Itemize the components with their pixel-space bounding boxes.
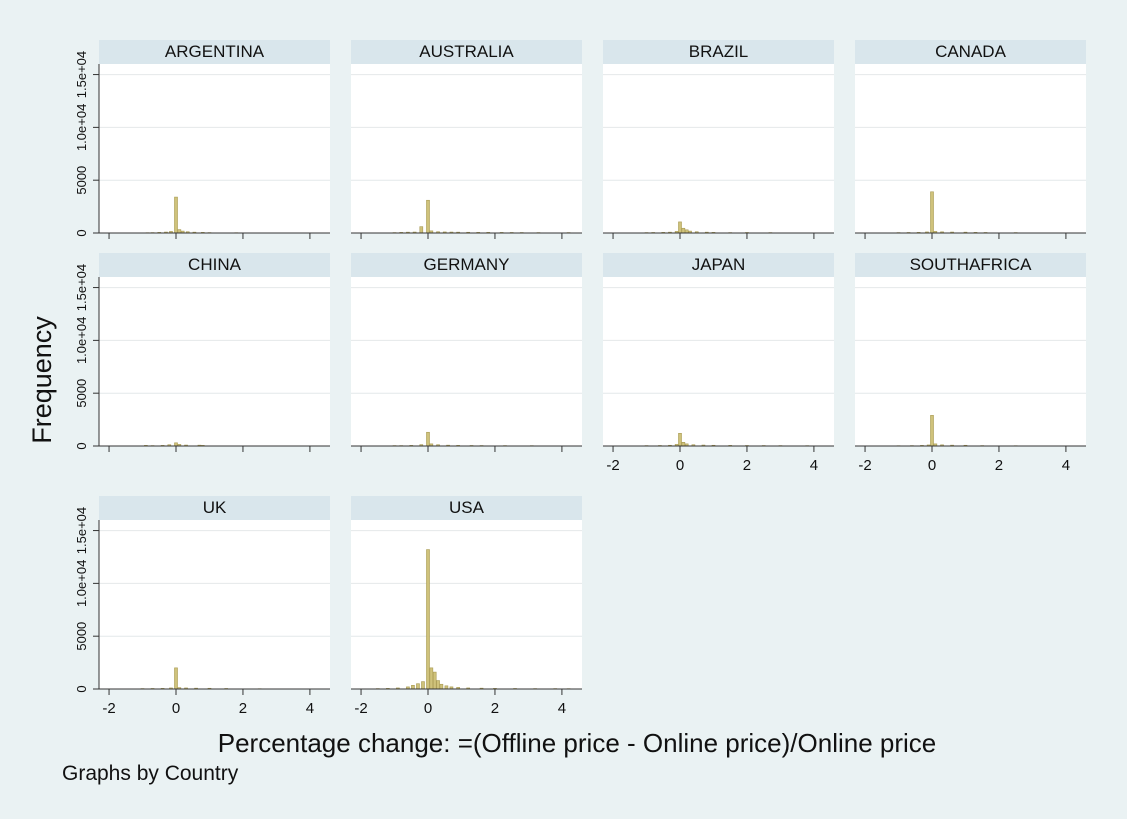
x-tick-label: 4 — [1062, 457, 1070, 474]
panel-japan: JAPAN -2 0 2 4 — [603, 253, 834, 474]
histogram-bar — [421, 681, 425, 690]
y-tick-label: 0 — [74, 442, 89, 449]
histogram-bar — [930, 415, 934, 447]
histogram-bar — [419, 226, 424, 234]
panel-title: UK — [203, 498, 227, 517]
panel-brazil: BRAZIL — [603, 40, 834, 239]
plot-area — [603, 64, 834, 233]
panel-strip — [855, 40, 1086, 64]
x-tick-label: 0 — [424, 700, 432, 717]
panel-title: AUSTRALIA — [419, 42, 514, 61]
x-tick-label: 0 — [928, 457, 936, 474]
y-tick-label: 5000 — [74, 622, 89, 651]
x-tick-label: -2 — [354, 700, 367, 717]
histogram-bar — [429, 667, 434, 690]
histogram-bar — [432, 671, 437, 690]
panel-strip — [351, 40, 582, 64]
x-tick-label: 4 — [558, 700, 566, 717]
panel-title: JAPAN — [692, 255, 746, 274]
plot-area — [99, 277, 330, 446]
histogram-bar — [426, 431, 430, 447]
panel-strip — [855, 253, 1086, 277]
panel-strip — [351, 253, 582, 277]
y-axis-title: Frequency — [27, 316, 57, 444]
histogram-bar — [678, 433, 682, 447]
x-tick-label: 2 — [491, 700, 499, 717]
y-tick-label: 5000 — [74, 379, 89, 408]
y-tick-label: 1.0e+04 — [74, 104, 89, 151]
panel-strip — [99, 40, 330, 64]
x-tick-label: -2 — [102, 700, 115, 717]
histogram-bar — [426, 549, 430, 690]
x-tick-label: 0 — [676, 457, 684, 474]
plot-area — [603, 277, 834, 446]
plot-area — [351, 520, 582, 689]
panel-title: CANADA — [935, 42, 1007, 61]
panel-china: CHINA 0 5000 1.0e+04 1.5e+04 — [74, 253, 330, 452]
histogram-bar — [416, 683, 420, 690]
plot-area — [855, 64, 1086, 233]
x-tick-label: -2 — [606, 457, 619, 474]
histogram-bar — [174, 196, 178, 234]
graphs-by-note: Graphs by Country — [62, 762, 239, 785]
panel-germany: GERMANY — [351, 253, 582, 452]
plot-area — [351, 277, 582, 446]
histogram-bar — [174, 667, 178, 690]
plot-area — [99, 64, 330, 233]
panel-title: USA — [449, 498, 485, 517]
histogram-bar — [426, 199, 430, 234]
panel-australia: AUSTRALIA — [351, 40, 582, 239]
y-tick-label: 1.0e+04 — [74, 317, 89, 364]
histogram-bar — [681, 442, 686, 447]
y-tick-label: 1.5e+04 — [74, 507, 89, 554]
histogram-bar — [436, 680, 440, 690]
panel-usa: USA -2 0 2 4 — [351, 496, 582, 717]
panel-strip — [351, 496, 582, 520]
y-tick-label: 0 — [74, 685, 89, 692]
x-tick-label: 4 — [306, 700, 314, 717]
panel-title: CHINA — [188, 255, 242, 274]
panel-uk: UK 0 5000 1.0e+04 1.5e+04 -2 0 2 4 — [74, 496, 330, 717]
panel-title: ARGENTINA — [165, 42, 265, 61]
x-tick-label: 2 — [743, 457, 751, 474]
y-tick-label: 1.5e+04 — [74, 51, 89, 98]
x-tick-label: 2 — [239, 700, 247, 717]
panel-canada: CANADA — [855, 40, 1086, 239]
y-tick-label: 1.5e+04 — [74, 264, 89, 311]
y-tick-label: 0 — [74, 229, 89, 236]
panel-strip — [603, 40, 834, 64]
panel-strip — [99, 253, 330, 277]
x-tick-label: -2 — [858, 457, 871, 474]
x-tick-label: 0 — [172, 700, 180, 717]
panel-title: BRAZIL — [689, 42, 749, 61]
panel-strip — [99, 496, 330, 520]
histogram-bar — [439, 683, 444, 690]
histogram-bar — [681, 227, 686, 234]
plot-area — [855, 277, 1086, 446]
x-axis-title: Percentage change: =(Offline price - Onl… — [218, 728, 937, 758]
panel-title: SOUTHAFRICA — [910, 255, 1033, 274]
panel-strip — [603, 253, 834, 277]
y-tick-label: 1.0e+04 — [74, 560, 89, 607]
plot-area — [351, 64, 582, 233]
histogram-bar — [930, 191, 934, 234]
histogram-bar — [177, 229, 182, 234]
x-tick-label: 2 — [995, 457, 1003, 474]
histogram-bar — [678, 221, 682, 234]
panel-title: GERMANY — [424, 255, 510, 274]
y-tick-label: 5000 — [74, 166, 89, 195]
plot-area — [99, 520, 330, 689]
panel-argentina: ARGENTINA 0 5000 1.0e+04 1.5e+04 — [74, 40, 330, 239]
histogram-bar — [411, 685, 415, 690]
x-tick-label: 4 — [810, 457, 818, 474]
panel-southafrica: SOUTHAFRICA -2 0 2 4 — [855, 253, 1086, 474]
